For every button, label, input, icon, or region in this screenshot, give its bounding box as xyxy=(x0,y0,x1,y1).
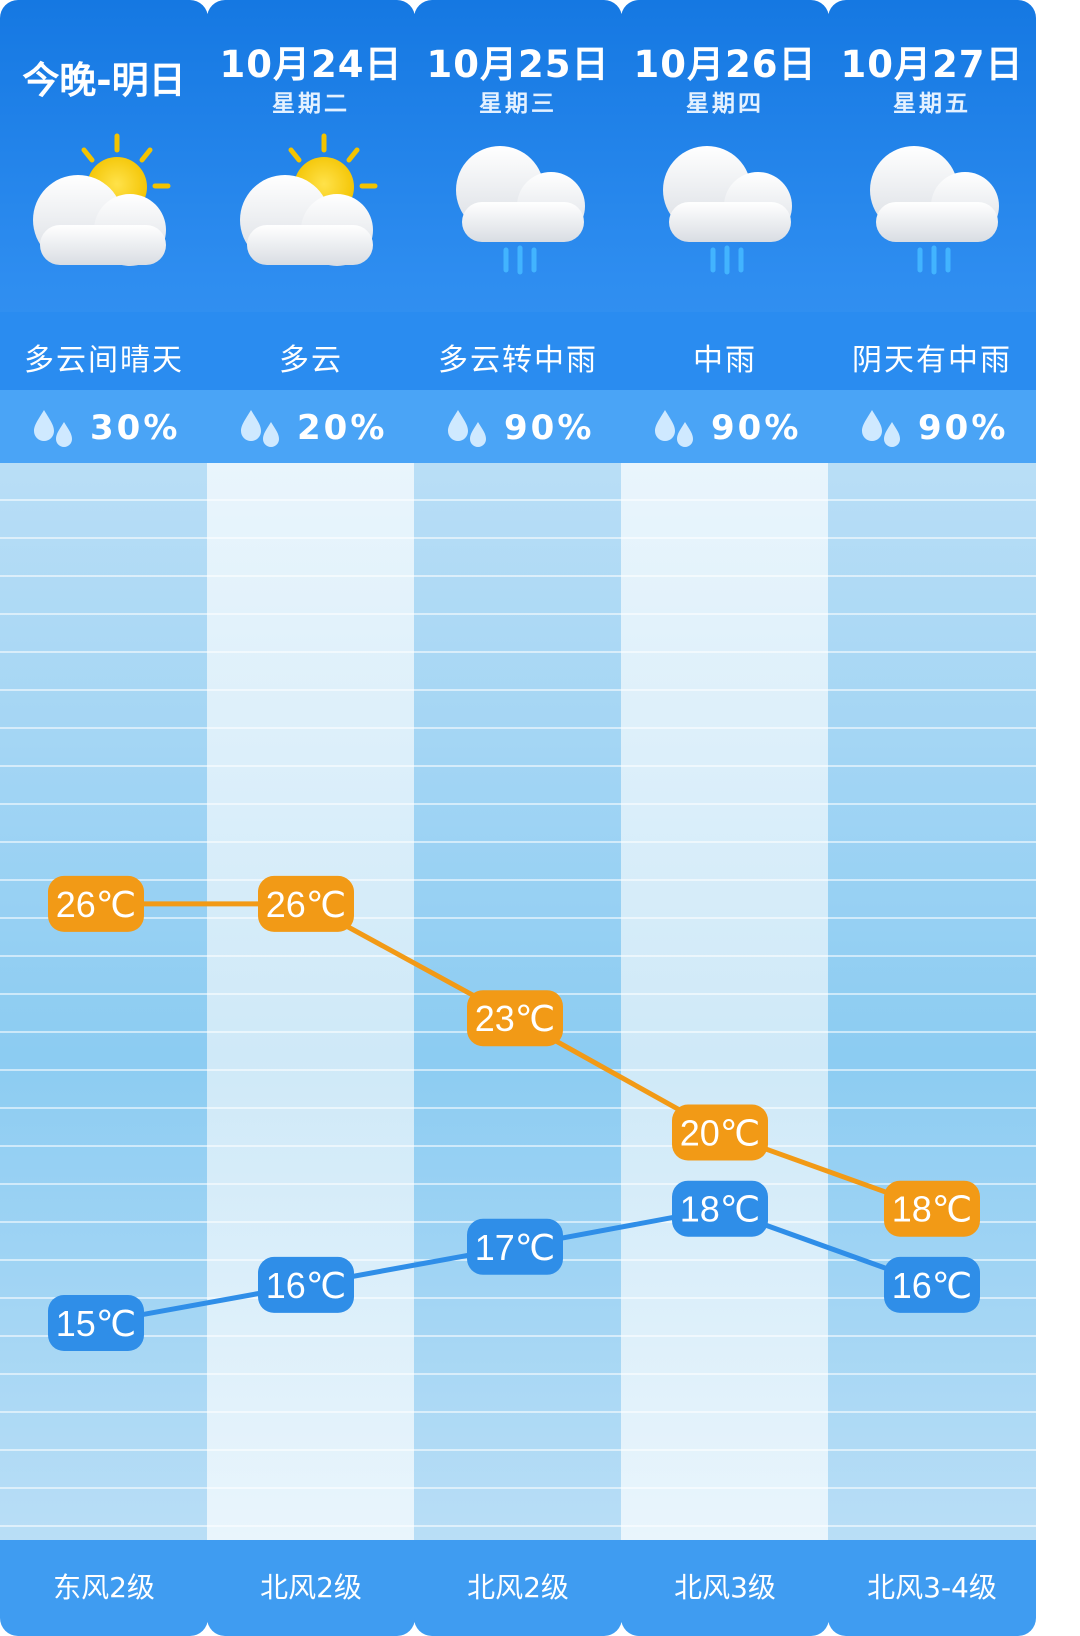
rain-probability: 30% xyxy=(0,400,208,456)
temp-badge xyxy=(672,1180,768,1237)
weather-condition: 中雨 xyxy=(693,343,757,378)
probability-band xyxy=(207,390,415,463)
day-header: 10月24日星期二 多云 20% xyxy=(207,0,415,463)
probability-band xyxy=(828,390,1036,463)
day-header: 10月27日星期五 阴天有中雨 90% xyxy=(828,0,1036,463)
rain-cloud-icon xyxy=(414,130,622,300)
weather-condition: 阴天有中雨 xyxy=(852,343,1012,378)
temp-label: 18℃ xyxy=(680,1189,760,1230)
day-header: 10月25日星期三 多云转中雨 90% xyxy=(414,0,622,463)
day-column: 10月25日星期三 多云转中雨 90% 北风2级 xyxy=(414,0,622,1636)
date-label: 10月24日 xyxy=(219,43,403,86)
high-temp-point: 26℃ xyxy=(258,875,354,932)
date-label: 10月25日 xyxy=(426,43,610,86)
weather-condition: 多云间晴天 xyxy=(24,343,184,378)
temp-badge xyxy=(258,875,354,932)
rain-probability-value: 30% xyxy=(90,408,181,448)
rain-probability: 90% xyxy=(414,400,622,456)
temp-label: 20℃ xyxy=(680,1113,760,1154)
day-column: 10月26日星期四 中雨 90% 北风3级 xyxy=(621,0,829,1636)
raindrops-icon xyxy=(237,406,287,454)
low-temp-point: 18℃ xyxy=(672,1180,768,1237)
rain-probability-value: 20% xyxy=(297,408,388,448)
temp-badge xyxy=(48,1295,144,1351)
weekday-label: 星期五 xyxy=(893,91,971,117)
weather-condition: 多云转中雨 xyxy=(438,343,598,378)
weekday-label: 星期二 xyxy=(272,91,350,117)
rain-probability-value: 90% xyxy=(504,408,595,448)
high-temp-line xyxy=(96,901,933,1212)
weekday-label: 星期四 xyxy=(686,91,764,117)
condition-band xyxy=(828,312,1036,390)
temp-label: 16℃ xyxy=(266,1265,346,1306)
chart-grid-area xyxy=(621,463,829,1540)
day-header: 今晚-明日 多云间晴天 30% xyxy=(0,0,208,463)
raindrops-icon xyxy=(858,406,908,454)
date-label: 10月26日 xyxy=(633,43,817,86)
weekday-label: 星期三 xyxy=(479,91,557,117)
date-label: 10月27日 xyxy=(840,43,1024,86)
temp-label: 17℃ xyxy=(475,1227,555,1268)
probability-band xyxy=(0,390,208,463)
partly-cloudy-icon xyxy=(207,130,415,300)
chart-grid-area xyxy=(828,463,1036,1540)
high-temp-point: 26℃ xyxy=(48,875,144,932)
condition-band xyxy=(207,312,415,390)
wind-label: 北风3级 xyxy=(621,1540,829,1636)
temp-badge xyxy=(672,1104,768,1161)
temp-label: 26℃ xyxy=(56,884,136,925)
temp-badge xyxy=(258,1256,354,1313)
low-temp-point: 16℃ xyxy=(884,1256,980,1313)
temp-badge xyxy=(884,1180,980,1237)
wind-label: 东风2级 xyxy=(0,1540,208,1636)
low-temp-point: 17℃ xyxy=(467,1218,563,1275)
temp-label: 15℃ xyxy=(56,1303,136,1344)
weather-condition: 多云 xyxy=(279,343,343,378)
probability-band xyxy=(621,390,829,463)
day-column: 今晚-明日 多云间晴天 30% 东风2级 xyxy=(0,0,208,1636)
wind-label: 北风2级 xyxy=(207,1540,415,1636)
condition-band xyxy=(621,312,829,390)
temp-badge xyxy=(467,990,563,1047)
day-header: 10月26日星期四 中雨 90% xyxy=(621,0,829,463)
rain-probability: 90% xyxy=(828,400,1036,456)
low-temp-point: 15℃ xyxy=(48,1295,144,1351)
rain-cloud-icon xyxy=(828,130,1036,300)
period-label: 今晚-明日 xyxy=(22,59,186,102)
temp-label: 23℃ xyxy=(475,998,555,1039)
raindrops-icon xyxy=(30,406,80,454)
temp-badge xyxy=(884,1256,980,1313)
temp-label: 26℃ xyxy=(266,884,346,925)
high-temp-point: 18℃ xyxy=(884,1180,980,1237)
condition-band xyxy=(0,312,208,390)
raindrops-icon xyxy=(444,406,494,454)
rain-probability: 20% xyxy=(207,400,415,456)
rain-cloud-icon xyxy=(621,130,829,300)
chart-grid-area xyxy=(0,463,208,1540)
wind-label: 北风2级 xyxy=(414,1540,622,1636)
temp-badge xyxy=(48,875,144,932)
rain-probability-value: 90% xyxy=(918,408,1009,448)
rain-probability-value: 90% xyxy=(711,408,802,448)
temp-badge xyxy=(467,1218,563,1275)
rain-probability: 90% xyxy=(621,400,829,456)
temp-label: 18℃ xyxy=(892,1189,972,1230)
probability-band xyxy=(414,390,622,463)
wind-label: 北风3-4级 xyxy=(828,1540,1036,1636)
temp-label: 16℃ xyxy=(892,1265,972,1306)
day-column: 10月27日星期五 阴天有中雨 90% 北风3-4级 xyxy=(828,0,1036,1636)
condition-band xyxy=(414,312,622,390)
day-column: 10月24日星期二 多云 20% 北风2级 xyxy=(207,0,415,1636)
partly-cloudy-icon xyxy=(0,130,208,300)
low-temp-point: 16℃ xyxy=(258,1256,354,1313)
chart-grid-area xyxy=(207,463,415,1540)
high-temp-point: 23℃ xyxy=(467,990,563,1047)
raindrops-icon xyxy=(651,406,701,454)
high-temp-point: 20℃ xyxy=(672,1104,768,1161)
